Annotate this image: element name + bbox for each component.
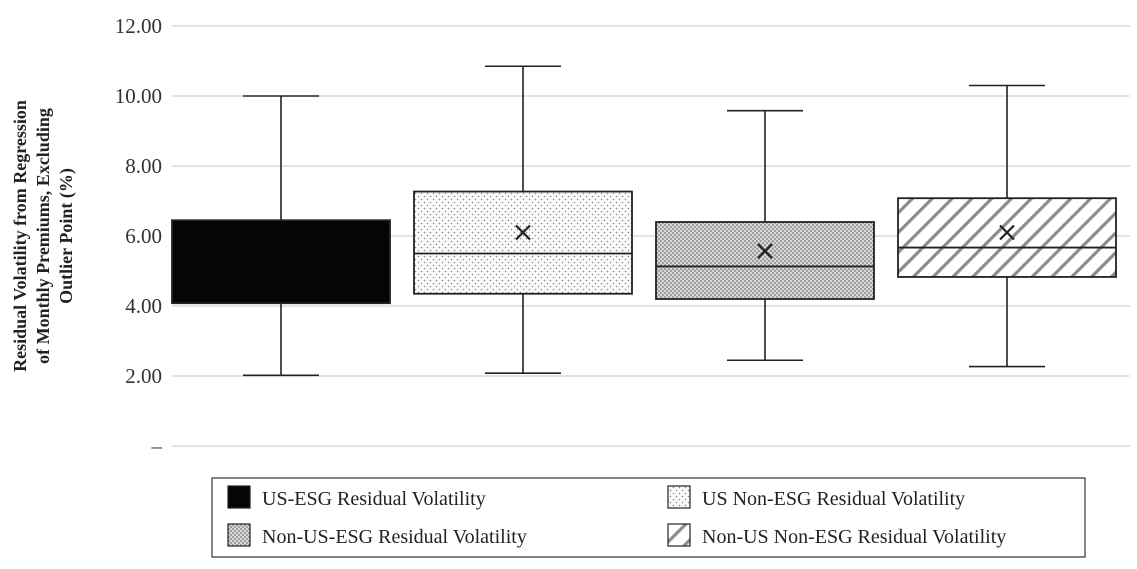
box-iqr bbox=[655, 221, 875, 300]
box-group bbox=[897, 84, 1117, 368]
legend-label: US-ESG Residual Volatility bbox=[262, 488, 486, 510]
y-axis-label-line: Residual Volatility from Regression bbox=[10, 100, 30, 372]
mean-marker bbox=[757, 243, 773, 259]
legend-label: Non-US-ESG Residual Volatility bbox=[262, 526, 527, 548]
y-tick-label: 8.00 bbox=[125, 154, 162, 178]
legend-swatch bbox=[227, 523, 251, 547]
legend-box bbox=[211, 477, 1086, 558]
legend-item: US-ESG Residual Volatility bbox=[227, 485, 486, 510]
legend-item: Non-US Non-ESG Residual Volatility bbox=[667, 523, 1006, 548]
y-tick-label: 6.00 bbox=[125, 224, 162, 248]
y-axis-label-line: of Monthly Premiums, Excluding bbox=[33, 108, 53, 364]
legend-label: US Non-ESG Residual Volatility bbox=[702, 488, 965, 510]
mean-marker bbox=[999, 224, 1015, 241]
box-iqr bbox=[171, 219, 391, 305]
y-tick-label: 12.00 bbox=[115, 14, 162, 38]
legend-swatch bbox=[667, 485, 691, 509]
box-group bbox=[171, 95, 391, 377]
legend-item: US Non-ESG Residual Volatility bbox=[667, 485, 965, 510]
legend-swatch bbox=[667, 523, 691, 547]
box-iqr bbox=[413, 190, 633, 295]
legend-item: Non-US-ESG Residual Volatility bbox=[227, 523, 527, 548]
box-iqr bbox=[897, 197, 1117, 278]
y-tick-label: 4.00 bbox=[125, 294, 162, 318]
y-axis-label: Residual Volatility from Regression of Mo… bbox=[10, 100, 77, 372]
legend-swatch bbox=[227, 485, 251, 509]
y-tick-label: 2.00 bbox=[125, 364, 162, 388]
box-group bbox=[413, 65, 633, 375]
y-tick-label: 10.00 bbox=[115, 84, 162, 108]
legend-label: Non-US Non-ESG Residual Volatility bbox=[702, 526, 1006, 548]
y-tick-label: – bbox=[151, 434, 163, 458]
box-group bbox=[655, 109, 875, 362]
mean-marker bbox=[515, 224, 531, 241]
y-axis-label-line: Outlier Point (%) bbox=[56, 168, 77, 304]
